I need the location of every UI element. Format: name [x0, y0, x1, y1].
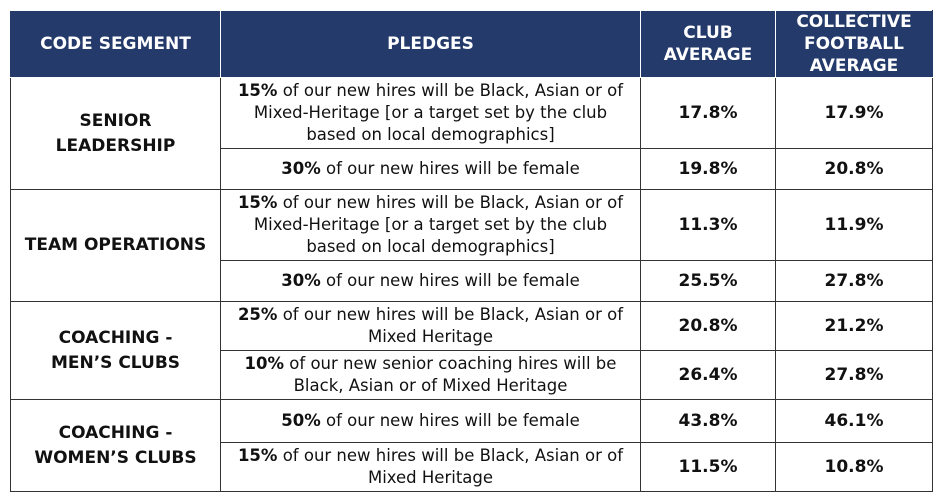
pledge-cell: 30% of our new hires will be female: [220, 260, 641, 302]
table-row: 30% of our new hires will be female 25.5…: [11, 260, 933, 302]
table-row: TEAM OPERATIONS 15% of our new hires wil…: [10, 189, 933, 302]
table-row: COACHING - WOMEN’S CLUBS 50% of our new h…: [10, 399, 933, 492]
collective-average-cell: 20.8%: [775, 148, 933, 190]
pledge-cell: 50% of our new hires will be female: [220, 399, 641, 443]
club-average-cell: 19.8%: [640, 148, 776, 190]
header-collective-average: COLLECTIVE FOOTBALL AVERAGE: [775, 10, 933, 78]
club-average-cell: 26.4%: [640, 350, 776, 400]
segment-senior-leadership: SENIOR LEADERSHIP: [10, 77, 221, 190]
table-row: 30% of our new hires will be female 19.8…: [11, 148, 933, 190]
pledge-cell: 30% of our new hires will be female: [220, 148, 641, 190]
pledge-cell: 25% of our new hires will be Black, Asia…: [220, 301, 641, 351]
table-row: SENIOR LEADERSHIP 15% of our new hires w…: [10, 77, 933, 190]
segment-coaching-mens-clubs: COACHING - MEN’S CLUBS: [10, 301, 221, 400]
club-average-cell: 20.8%: [640, 301, 776, 351]
club-average-cell: 17.8%: [640, 77, 776, 149]
club-average-cell: 11.5%: [640, 442, 776, 492]
table-row: 10% of our new senior coaching hires wil…: [11, 350, 933, 400]
header-club-average: CLUB AVERAGE: [640, 10, 776, 78]
pledge-cell: 15% of our new hires will be Black, Asia…: [220, 189, 641, 261]
club-average-cell: 43.8%: [640, 399, 776, 443]
pledges-table-container: CODE SEGMENT PLEDGES CLUB AVERAGE COLLECT…: [10, 10, 933, 492]
collective-average-cell: 46.1%: [775, 399, 933, 443]
pledge-cell: 15% of our new hires will be Black, Asia…: [220, 442, 641, 492]
club-average-cell: 25.5%: [640, 260, 776, 302]
segment-coaching-womens-clubs: COACHING - WOMEN’S CLUBS: [10, 399, 221, 492]
segment-team-operations: TEAM OPERATIONS: [10, 189, 221, 302]
header-pledges: PLEDGES: [220, 10, 641, 78]
pledge-cell: 10% of our new senior coaching hires wil…: [220, 350, 641, 400]
pledge-cell: 15% of our new hires will be Black, Asia…: [220, 77, 641, 149]
club-average-cell: 11.3%: [640, 189, 776, 261]
pledges-table: CODE SEGMENT PLEDGES CLUB AVERAGE COLLECT…: [10, 10, 933, 492]
header-code-segment: CODE SEGMENT: [10, 10, 221, 78]
collective-average-cell: 10.8%: [775, 442, 933, 492]
collective-average-cell: 27.8%: [775, 260, 933, 302]
collective-average-cell: 11.9%: [775, 189, 933, 261]
table-row: COACHING - MEN’S CLUBS 25% of our new hir…: [10, 301, 933, 400]
table-row: 15% of our new hires will be Black, Asia…: [11, 442, 933, 492]
collective-average-cell: 27.8%: [775, 350, 933, 400]
collective-average-cell: 17.9%: [775, 77, 933, 149]
header-row: CODE SEGMENT PLEDGES CLUB AVERAGE COLLECT…: [10, 10, 933, 78]
collective-average-cell: 21.2%: [775, 301, 933, 351]
